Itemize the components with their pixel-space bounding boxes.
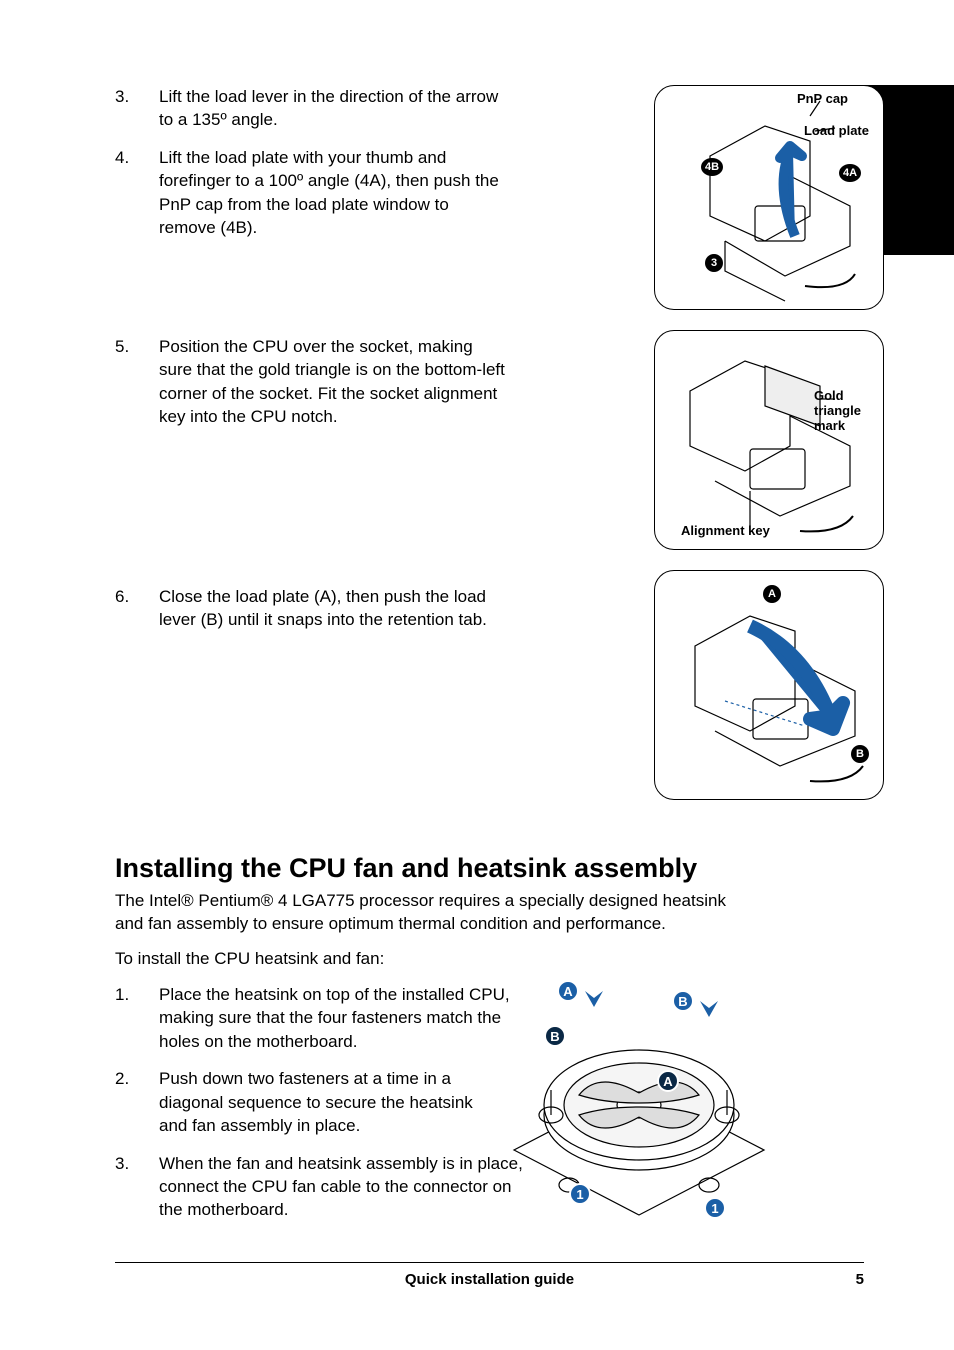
fan-step-1: 1. Place the heatsink on top of the inst…	[115, 983, 525, 1053]
step-6: 6. Close the load plate (A), then push t…	[115, 585, 515, 632]
circle-3: 3	[705, 254, 723, 272]
step-text: Close the load plate (A), then push the …	[159, 585, 509, 632]
circle-4a: 4A	[839, 164, 861, 182]
step-3: 3. Lift the load lever in the direction …	[115, 85, 515, 132]
socket-drawing-3	[655, 571, 885, 801]
step-4: 4. Lift the load plate with your thumb a…	[115, 146, 515, 240]
step-number: 2.	[115, 1067, 159, 1090]
fan-badge-1-left: 1	[569, 1183, 591, 1205]
step-text: Push down two fasteners at a time in a d…	[159, 1067, 499, 1137]
circle-a: A	[763, 585, 781, 603]
fan-badge-a: A	[557, 980, 579, 1002]
footer-page-number: 5	[804, 1271, 864, 1288]
step-number: 5.	[115, 335, 159, 358]
socket-drawing-2	[655, 331, 885, 551]
label-load-plate: Load plate	[804, 124, 869, 139]
fan-step-3: 3. When the fan and heatsink assembly is…	[115, 1152, 525, 1222]
circle-b: B	[851, 745, 869, 763]
fan-step-2: 2. Push down two fasteners at a time in …	[115, 1067, 525, 1137]
fan-badge-b-top: B	[672, 990, 694, 1012]
fan-badge-a-mid: A	[657, 1070, 679, 1092]
step-text: Lift the load plate with your thumb and …	[159, 146, 509, 240]
label-gold-triangle: Goldtrianglemark	[814, 389, 869, 434]
label-alignment-key: Alignment key	[681, 524, 770, 539]
illustration-step6: A B	[654, 570, 884, 800]
step-text: Place the heatsink on top of the install…	[159, 983, 525, 1053]
illustration-fan: A B B A 1 1	[509, 975, 769, 1230]
step-text: When the fan and heatsink assembly is in…	[159, 1152, 525, 1222]
illustration-step5: Goldtrianglemark Alignment key	[654, 330, 884, 550]
label-pnp-cap: PnP cap	[797, 92, 848, 107]
intro-paragraph: The Intel® Pentium® 4 LGA775 processor r…	[115, 890, 735, 936]
step-number: 3.	[115, 85, 159, 108]
fan-badge-1-right: 1	[704, 1197, 726, 1219]
circle-4b: 4B	[701, 158, 723, 176]
arrow-down-icon	[694, 983, 724, 1023]
section-heading: Installing the CPU fan and heatsink asse…	[115, 853, 884, 884]
illustration-step3-4: PnP cap Load plate 3 4B 4A	[654, 85, 884, 310]
fan-badge-b-left: B	[544, 1025, 566, 1047]
page-footer: Quick installation guide 5	[115, 1262, 864, 1288]
step-5: 5. Position the CPU over the socket, mak…	[115, 335, 515, 429]
step-text: Position the CPU over the socket, making…	[159, 335, 509, 429]
socket-drawing-1	[655, 86, 885, 311]
intro-lead: To install the CPU heatsink and fan:	[115, 948, 735, 971]
step-text: Lift the load lever in the direction of …	[159, 85, 509, 132]
step-number: 6.	[115, 585, 159, 608]
step-number: 1.	[115, 983, 159, 1006]
footer-title: Quick installation guide	[175, 1271, 804, 1288]
step-number: 4.	[115, 146, 159, 169]
step-number: 3.	[115, 1152, 159, 1175]
arrow-down-icon	[579, 973, 609, 1013]
fan-drawing	[509, 975, 769, 1230]
